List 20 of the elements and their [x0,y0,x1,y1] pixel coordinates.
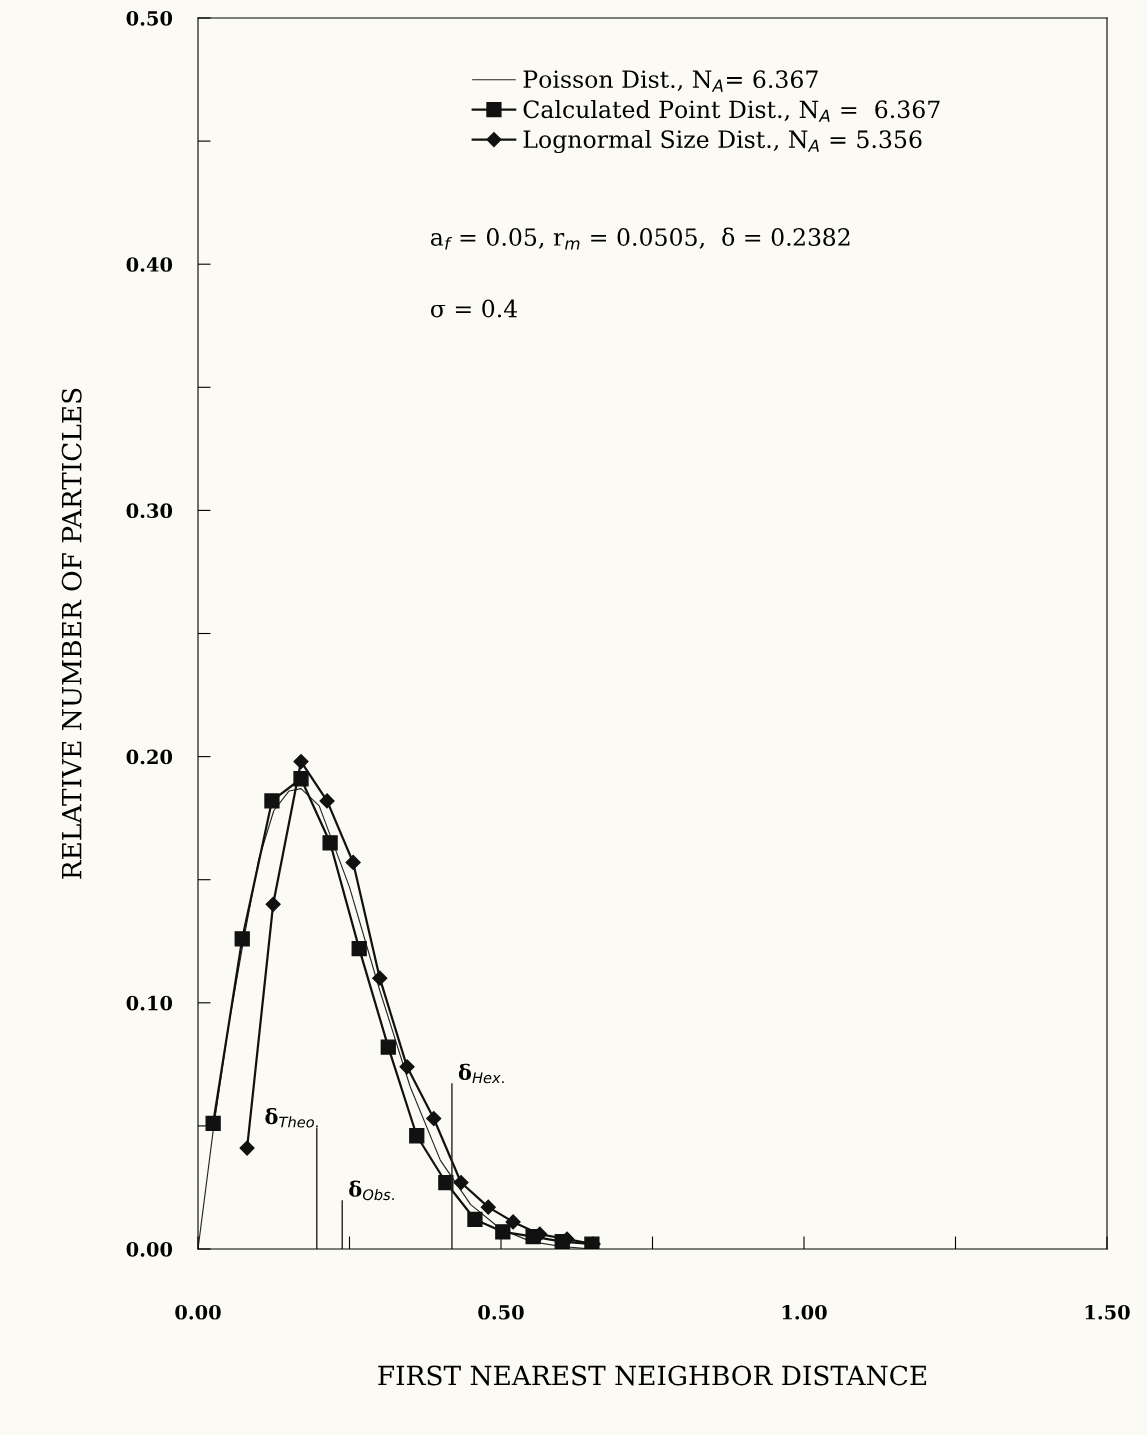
y-tick-label: 0.00 [126,1241,173,1257]
y-tick-label: 0.40 [126,257,173,272]
legend-label: Poisson Dist., N$_{A}$= 6.367 [523,70,818,92]
y-tick-label: 0.30 [126,503,173,519]
ref-line-label: δ$_{Obs.}$ [349,1180,394,1201]
y-tick-label: 0.20 [126,749,173,765]
annotation: σ = 0.4 [430,299,518,318]
x-tick-label: 0.50 [478,1304,524,1320]
ref-line-label: δ$_{Theo.}$ [265,1107,318,1128]
x-axis-title: FIRST NEAREST NEIGHBOR DISTANCE [378,1365,927,1386]
annotation: a$_{f}$ = 0.05, r$_{m}$ = 0.0505, δ = 0.2382 [430,227,850,250]
x-tick-label: 1.00 [782,1304,827,1320]
y-tick-label: 0.50 [126,10,173,26]
x-tick-label: 1.50 [1085,1304,1130,1320]
y-axis-title: RELATIVE NUMBER OF PARTICLES [61,388,82,879]
x-tick-label: 0.00 [175,1304,221,1320]
ref-line-label: δ$_{Hex.}$ [458,1063,504,1084]
legend-label: Lognormal Size Dist., N$_{A}$ = 5.356 [523,129,922,154]
legend-label: Calculated Point Dist., N$_{A}$ = 6.367 [523,99,940,122]
y-tick-label: 0.10 [126,995,173,1011]
